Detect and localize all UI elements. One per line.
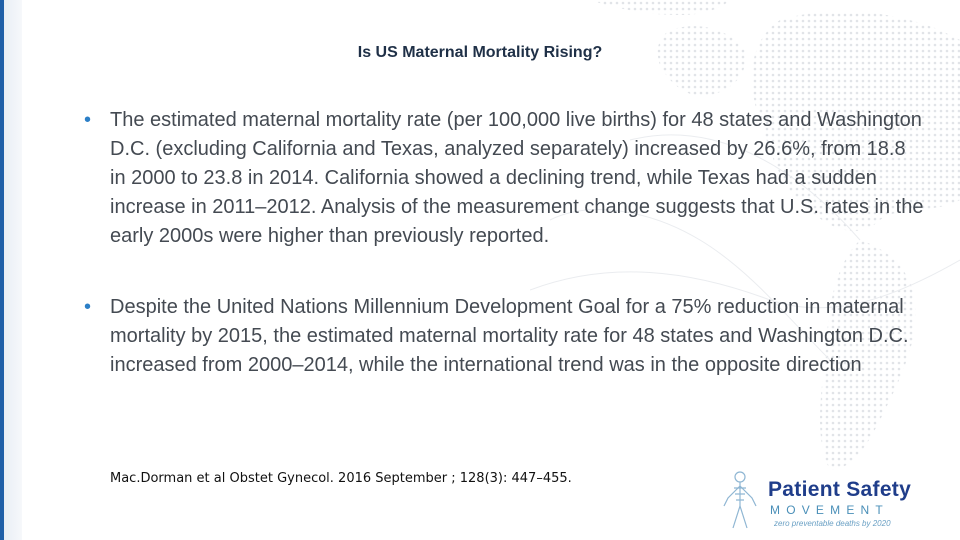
bullet-item: • Despite the United Nations Millennium … [84, 293, 926, 380]
logo-name: Patient Safety [768, 478, 912, 501]
logo-tagline: zero preventable deaths by 2020 [774, 519, 891, 528]
bullet-icon: • [84, 296, 92, 318]
world-map-background [530, 0, 960, 470]
bullet-text: Despite the United Nations Millennium De… [110, 296, 909, 376]
human-figure-icon [723, 471, 757, 529]
slide-title: Is US Maternal Mortality Rising? [357, 44, 603, 61]
logo-subtitle: MOVEMENT [770, 503, 889, 517]
bullet-item: • The estimated maternal mortality rate … [84, 106, 926, 251]
citation: Mac.Dorman et al Obstet Gynecol. 2016 Se… [110, 471, 572, 486]
left-accent-bar [0, 0, 22, 540]
bullet-icon: • [84, 109, 92, 131]
patient-safety-logo: Patient Safety MOVEMENT zero preventable… [718, 470, 938, 532]
bullet-list: • The estimated maternal mortality rate … [84, 106, 926, 380]
bullet-text: The estimated maternal mortality rate (p… [110, 109, 924, 247]
